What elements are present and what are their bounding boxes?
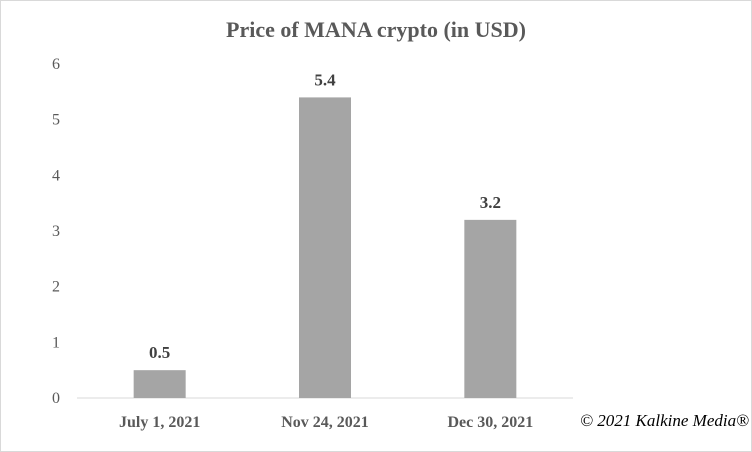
- x-axis-ticks: July 1, 2021 Nov 24, 2021 Dec 30, 2021: [119, 414, 533, 431]
- y-tick-label: 3: [52, 223, 60, 240]
- bars-group: 0.5 5.4 3.2: [133, 70, 517, 399]
- y-tick-label: 4: [52, 167, 60, 184]
- bar: [133, 370, 186, 398]
- y-tick-label: 2: [52, 279, 60, 296]
- watermark-credit: © 2021 Kalkine Media®: [580, 411, 749, 430]
- bar: [299, 97, 351, 399]
- chart-title: Price of MANA crypto (in USD): [226, 17, 526, 42]
- y-tick-label: 5: [52, 112, 60, 129]
- x-tick-label: Nov 24, 2021: [281, 414, 369, 431]
- y-tick-label: 6: [52, 56, 60, 73]
- bar-data-label: 3.2: [480, 193, 501, 212]
- y-tick-label: 1: [52, 334, 60, 351]
- y-axis-ticks: 0 1 2 3 4 5 6: [52, 56, 60, 407]
- x-tick-label: Dec 30, 2021: [447, 414, 533, 431]
- bar-data-label: 0.5: [149, 343, 170, 362]
- y-tick-label: 0: [52, 390, 60, 407]
- bar: [464, 219, 517, 398]
- x-tick-label: July 1, 2021: [119, 414, 200, 431]
- bar-data-label: 5.4: [314, 70, 336, 89]
